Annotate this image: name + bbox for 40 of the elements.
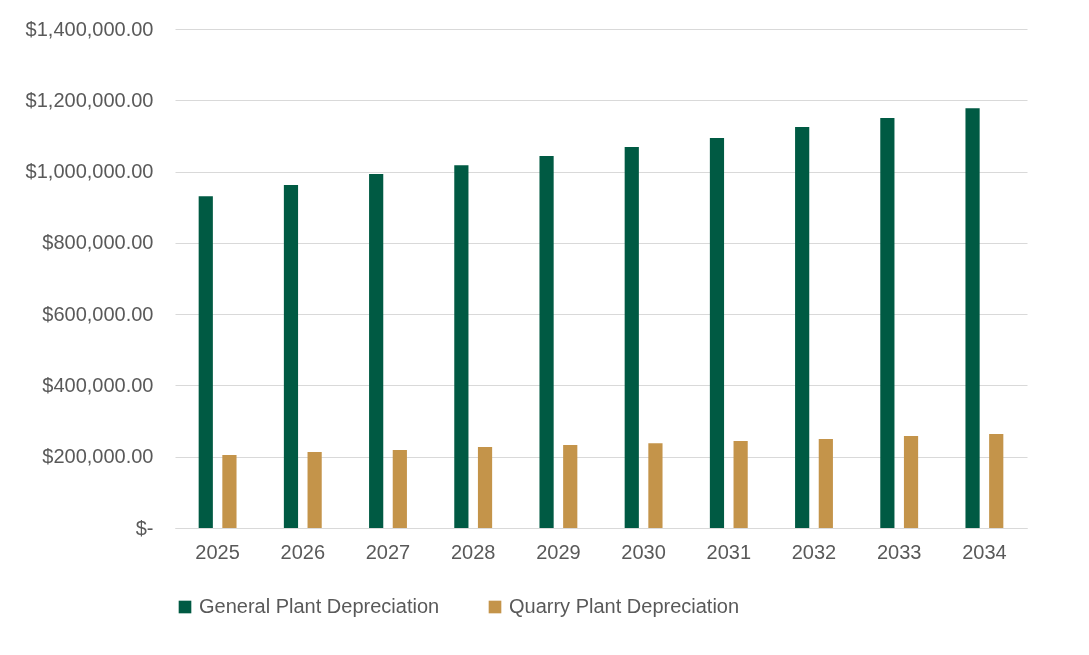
- x-tick-label: 2033: [876, 540, 922, 563]
- x-tick-label: 2031: [706, 540, 752, 563]
- bar: [563, 444, 578, 528]
- x-tick-label: 2032: [791, 540, 837, 563]
- bar: [283, 185, 299, 528]
- bar: [222, 454, 237, 528]
- bar: [818, 438, 833, 528]
- x-tick-label: 2025: [195, 540, 240, 563]
- bar: [198, 196, 213, 528]
- y-tick-label: $1,000,000.00: [25, 160, 154, 183]
- x-tick-label: 2030: [621, 540, 666, 563]
- legend-label: Quarry Plant Depreciation: [509, 595, 740, 617]
- y-tick-label: $800,000.00: [42, 231, 154, 254]
- x-tick-label: 2026: [280, 540, 326, 563]
- bar: [648, 443, 663, 528]
- bar: [392, 449, 407, 528]
- y-tick-label: $-: [135, 516, 154, 539]
- legend-label: General Plant Depreciation: [199, 595, 440, 617]
- bar: [880, 118, 895, 528]
- y-tick-label: $200,000.00: [42, 445, 154, 468]
- x-tick-label: 2034: [962, 540, 1007, 563]
- bar: [903, 436, 919, 528]
- bar: [369, 174, 384, 528]
- bar: [989, 433, 1004, 528]
- bar: [965, 108, 980, 528]
- bar: [709, 138, 725, 528]
- bar: [733, 441, 748, 528]
- bar: [477, 447, 493, 528]
- bar: [454, 165, 469, 528]
- x-tick-label: 2029: [536, 540, 581, 563]
- y-tick-label: $1,200,000.00: [25, 88, 154, 111]
- x-tick-label: 2027: [365, 540, 411, 563]
- y-tick-label: $600,000.00: [42, 302, 154, 325]
- y-tick-label: $1,400,000.00: [25, 17, 154, 40]
- bar: [624, 146, 639, 528]
- x-tick-label: 2028: [450, 540, 496, 563]
- bar: [539, 155, 554, 528]
- y-tick-label: $400,000.00: [42, 373, 154, 396]
- bar: [307, 452, 322, 528]
- bar: [795, 127, 810, 528]
